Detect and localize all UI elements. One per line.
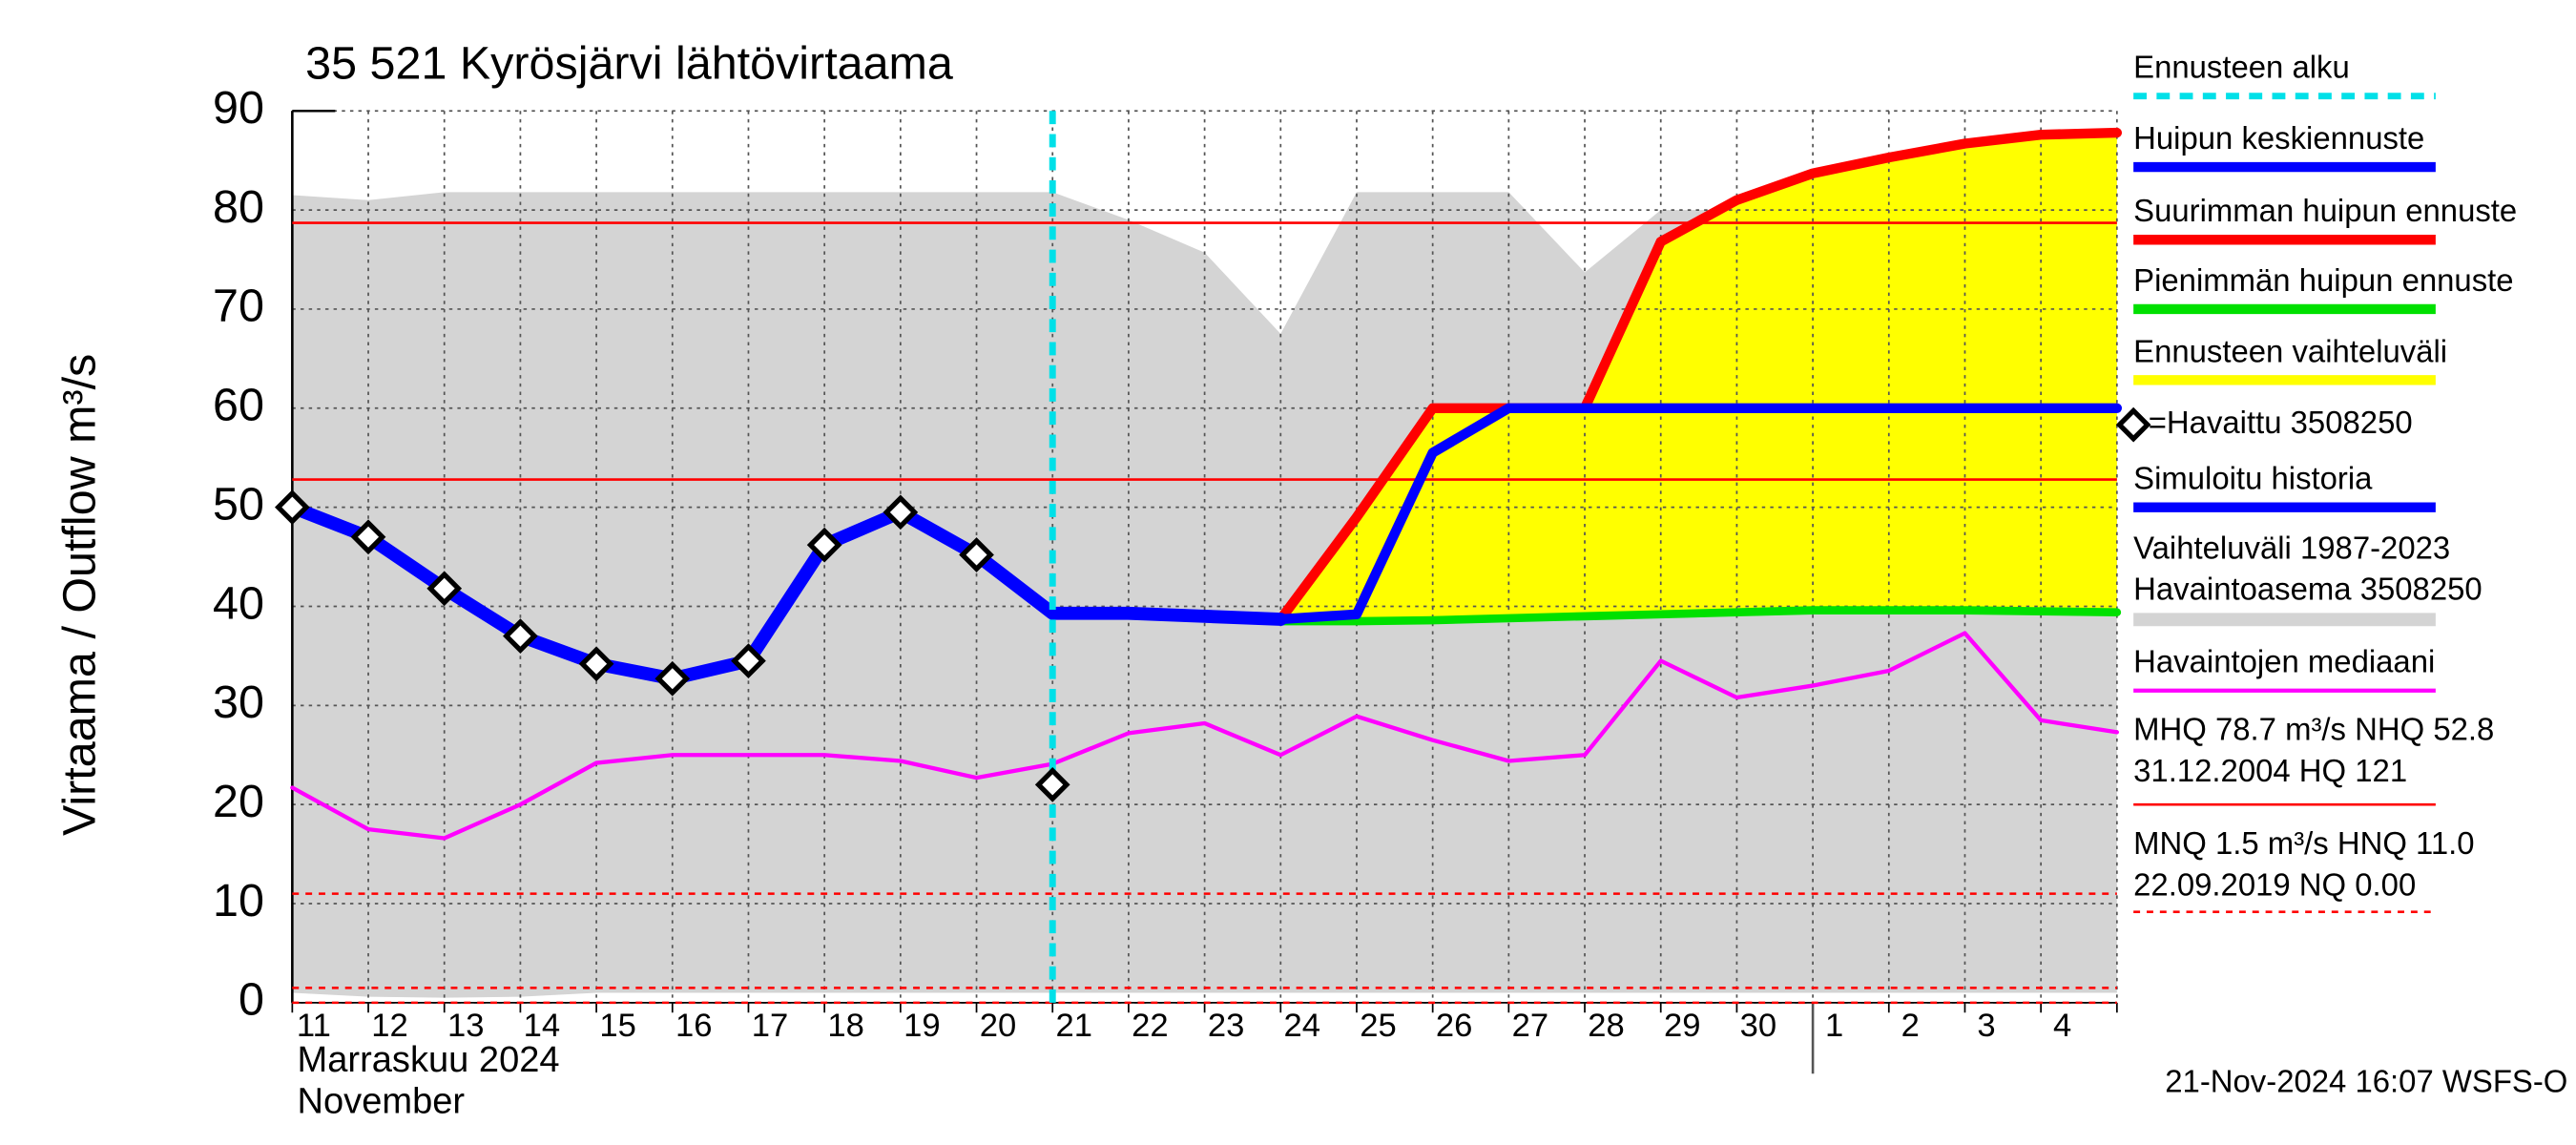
x-tick-label: 30 [1740,1008,1776,1044]
x-tick-label: 11 [297,1008,331,1044]
x-tick-label: 23 [1208,1008,1245,1044]
forecast-max-line [1276,127,2123,625]
x-tick-label: 29 [1664,1008,1701,1044]
observed-point [806,527,842,563]
x-tick-label: 21 [1056,1008,1093,1044]
legend-label: Ennusteen alku [2133,50,2350,85]
y-tick-label: 40 [213,577,264,629]
legend-label: 31.12.2004 HQ 121 [2133,753,2407,788]
x-tick-label: 3 [1977,1008,1995,1044]
observed-point [883,494,919,531]
x-tick-label: 4 [2053,1008,2071,1044]
x-tick-label: 24 [1284,1008,1321,1044]
observed-point [959,537,994,572]
x-tick-label: 12 [371,1008,408,1044]
y-tick-label: 70 [213,281,264,332]
y-tick-label: 80 [213,181,264,233]
footer: 21-Nov-2024 16:07 WSFS-O [2165,1063,2567,1098]
y-tick-label: 50 [213,478,264,530]
observed-point [503,618,538,654]
simulated-line [285,500,1288,686]
observed-point [274,489,310,525]
legend-marker [2115,406,2151,443]
x-tick-label: 26 [1436,1008,1473,1044]
observed-point [578,646,614,682]
y-tick-label: 0 [239,974,264,1026]
legend-label: Suurimman huipun ennuste [2133,193,2517,228]
observed-point [1034,767,1070,802]
y-tick-label: 30 [213,677,264,728]
forecast-mean-line [1276,403,2123,625]
x-tick-label: 15 [599,1008,636,1044]
y-tick-label: 90 [213,82,264,134]
x-tick-label: 22 [1132,1008,1169,1044]
legend-label: Simuloitu historia [2133,461,2373,496]
x-tick-label: 19 [904,1008,941,1044]
forecast-min-line [1276,606,2122,626]
x-tick-label: 13 [447,1008,485,1044]
legend-label: Havaintoasema 3508250 [2133,572,2483,607]
legend-label: Havaintojen mediaani [2133,644,2435,679]
forecast-band [1280,133,2117,622]
x-tick-label: 25 [1360,1008,1397,1044]
x-tick-label: 28 [1588,1008,1625,1044]
legend-label: MNQ 1.5 m³/s HNQ 11.0 [2133,825,2474,861]
x-tick-label: 1 [1825,1008,1843,1044]
legend-label: =Havaittu 3508250 [2149,405,2413,440]
x-tick-label: 16 [675,1008,713,1044]
x-tick-label: 17 [752,1008,789,1044]
legend-label: Vaihteluväli 1987-2023 [2133,530,2450,565]
y-tick-label: 20 [213,776,264,827]
observed-point [654,660,691,697]
legend-label: Ennusteen vaihteluväli [2133,333,2447,368]
month-label: November [298,1082,466,1122]
y-tick-label: 60 [213,380,264,431]
legend-label: 22.09.2019 NQ 0.00 [2133,866,2416,902]
y-axis-label: Virtaama / Outflow m³/s [53,354,105,836]
x-tick-label: 2 [1901,1008,1920,1044]
legend-label: Pienimmän huipun ennuste [2133,262,2513,298]
legend-label: Huipun keskiennuste [2133,120,2424,156]
observed-point [731,643,766,678]
x-tick-label: 14 [524,1008,561,1044]
x-tick-label: 27 [1512,1008,1549,1044]
legend-label: MHQ 78.7 m³/s NHQ 52.8 [2133,712,2494,747]
observed-point [350,519,386,555]
chart-title: 35 521 Kyrösjärvi lähtövirtaama [305,37,953,89]
median-line [290,631,2120,841]
observed-point [426,571,463,607]
x-tick-label: 18 [827,1008,863,1044]
y-tick-label: 10 [213,875,264,926]
month-label: Marraskuu 2024 [298,1040,560,1080]
x-tick-label: 20 [980,1008,1017,1044]
